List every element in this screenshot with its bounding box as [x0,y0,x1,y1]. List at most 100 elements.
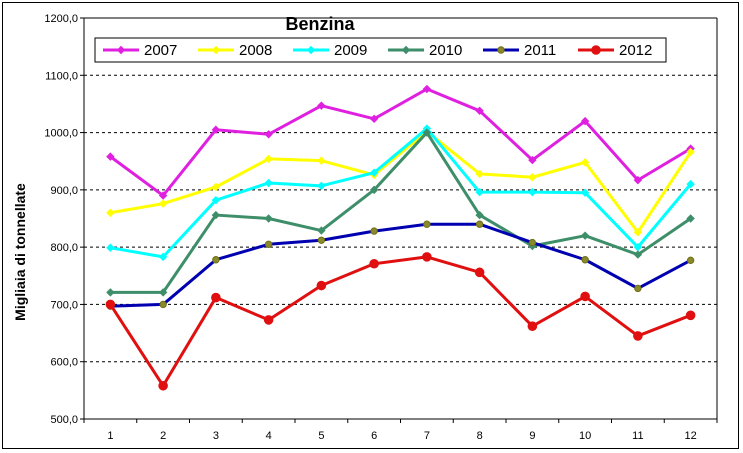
data-point-2008 [264,154,273,164]
x-tick-label: 7 [424,430,430,442]
data-point-2008 [580,158,590,167]
y-tick-label: 500,0 [50,414,78,426]
chart-title: Benzina [285,14,355,34]
y-axis-label: Migliaia di tonnellate [12,183,28,321]
legend-label: 2012 [619,42,652,59]
data-point-2009 [528,187,537,197]
series-2010 [106,128,695,297]
data-point-2012 [474,267,485,278]
y-tick-labels: 500,0 600,0 700,0 800,0 900,0 1000,0 1100,0 120… [44,13,78,426]
data-point-2009 [475,187,484,197]
data-point-2012 [527,321,538,331]
data-point-2007 [158,191,168,200]
x-tick-label: 3 [213,430,219,442]
series-line-2007 [109,87,692,198]
data-point-2012 [422,252,432,262]
series-2007 [106,84,695,200]
data-point-2009 [317,181,326,191]
data-point-2009 [580,188,590,197]
data-point-2007 [211,125,221,134]
data-point-2012 [105,299,116,310]
data-point-2011 [317,236,326,244]
data-point-2012 [685,310,696,321]
data-point-2011 [423,220,431,228]
data-point-2010 [369,185,379,195]
legend-label: 2007 [144,42,177,59]
data-point-2012 [369,258,379,269]
x-tick-label: 8 [477,430,483,442]
x-tick-label: 9 [529,430,535,442]
legend-item-2012: 2012 [578,42,652,59]
legend-label: 2011 [524,42,556,59]
legend-item-2011: 2011 [483,42,556,59]
data-point-2007 [633,175,643,185]
data-point-2012 [316,280,327,291]
data-point-2010 [633,250,643,259]
data-point-2009 [264,178,273,188]
legend-label: 2009 [334,42,367,59]
data-point-2007 [369,114,379,124]
data-point-2008 [211,182,221,192]
data-point-2010 [264,214,273,223]
legend-item-2009: 2009 [293,42,367,59]
data-point-2011 [528,238,537,247]
data-point-2010 [106,288,115,297]
series-line-2012 [109,255,692,388]
data-point-2010 [317,226,326,235]
x-tick-label: 5 [318,430,324,442]
x-tick-label: 11 [632,430,643,442]
data-point-2007 [422,84,432,94]
data-point-2007 [580,116,590,126]
legend-box [94,37,667,63]
data-point-2008 [106,208,115,217]
data-point-2011 [159,300,167,309]
data-point-2010 [158,288,168,297]
data-point-2007 [264,130,273,139]
legend-swatch-marker [401,45,411,55]
data-point-2012 [633,331,643,341]
y-tick-label: 1000,0 [44,128,78,140]
series-2012 [105,252,696,391]
data-point-2011 [475,220,484,228]
data-point-2008 [317,156,326,165]
data-point-2012 [211,292,221,303]
y-tick-label: 900,0 [50,185,78,197]
data-point-2011 [634,284,642,293]
data-point-2007 [317,101,326,110]
data-point-2010 [580,231,590,240]
data-point-2007 [475,106,484,116]
grid-lines [80,17,717,420]
data-point-2010 [686,214,695,223]
data-point-2009 [158,252,168,262]
legend-item-2008: 2008 [198,42,272,59]
data-point-2008 [686,147,695,157]
series-line-2009 [110,127,692,259]
series-2009 [106,124,695,262]
data-point-2012 [580,291,590,302]
y-tick-label: 600,0 [50,357,78,369]
legend-item-2007: 2007 [103,42,177,59]
legend-swatch-marker [497,46,505,54]
data-point-2011 [581,256,589,264]
data-point-2007 [106,152,115,161]
x-tick-label: 10 [579,430,591,442]
y-tick-label: 1200,0 [44,13,78,25]
x-tick-label: 4 [266,430,272,442]
data-point-2011 [212,256,220,264]
series-line-2011 [110,222,692,308]
data-point-2009 [106,243,115,252]
data-point-2012 [158,380,168,391]
series-line-2010 [110,131,692,294]
legend-item-2010: 2010 [388,42,462,59]
data-point-2011 [264,240,273,248]
series-2011 [106,220,695,310]
data-point-2010 [422,128,432,137]
legend: 2007 2008 2009 2010 2011 2012 [94,37,667,63]
data-point-2008 [528,173,537,182]
data-point-2007 [528,155,537,165]
legend-label: 2008 [239,42,272,59]
data-point-2008 [633,228,643,237]
data-point-2011 [686,256,695,265]
data-point-2009 [369,168,379,177]
